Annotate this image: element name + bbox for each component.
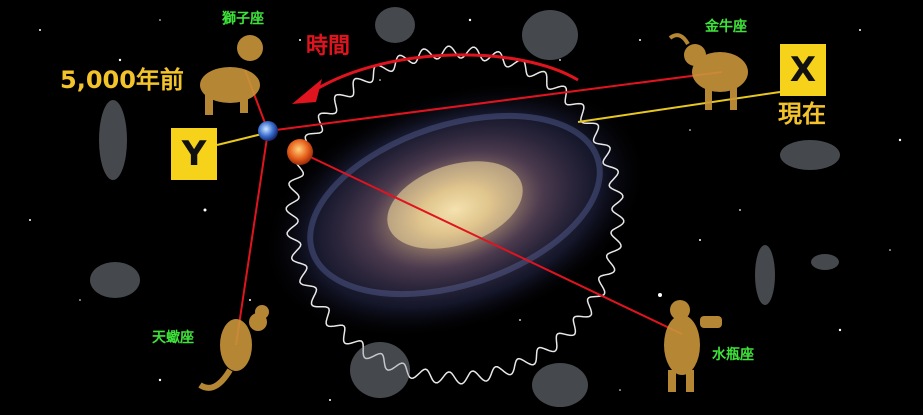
taurus-figure-icon [668,33,748,110]
aquarius-figure-icon [664,300,722,392]
present-label: 現在 [778,100,826,128]
wavy-ring [285,45,625,385]
earth-icon [258,121,278,141]
y-marker-box: Y [171,128,217,180]
x-marker-box: X [780,44,826,96]
aquarius-label: 水瓶座 [712,347,754,363]
scorpio-figure-icon [198,305,269,391]
pointer-lines [216,91,781,146]
taurus-label: 金牛座 [705,19,747,35]
scorpio-label: 天蠍座 [152,330,194,346]
leo-figure-icon [200,35,263,115]
time-arrow-icon [292,53,579,104]
precession-lines [235,69,723,346]
time-label: 時間 [306,34,351,59]
leo-label: 獅子座 [222,11,264,27]
sun-icon [287,139,313,165]
starfield [29,18,902,401]
past-label: 5,000年前 [60,66,184,94]
galaxy-icon [261,80,649,340]
background-constellations [90,7,840,407]
